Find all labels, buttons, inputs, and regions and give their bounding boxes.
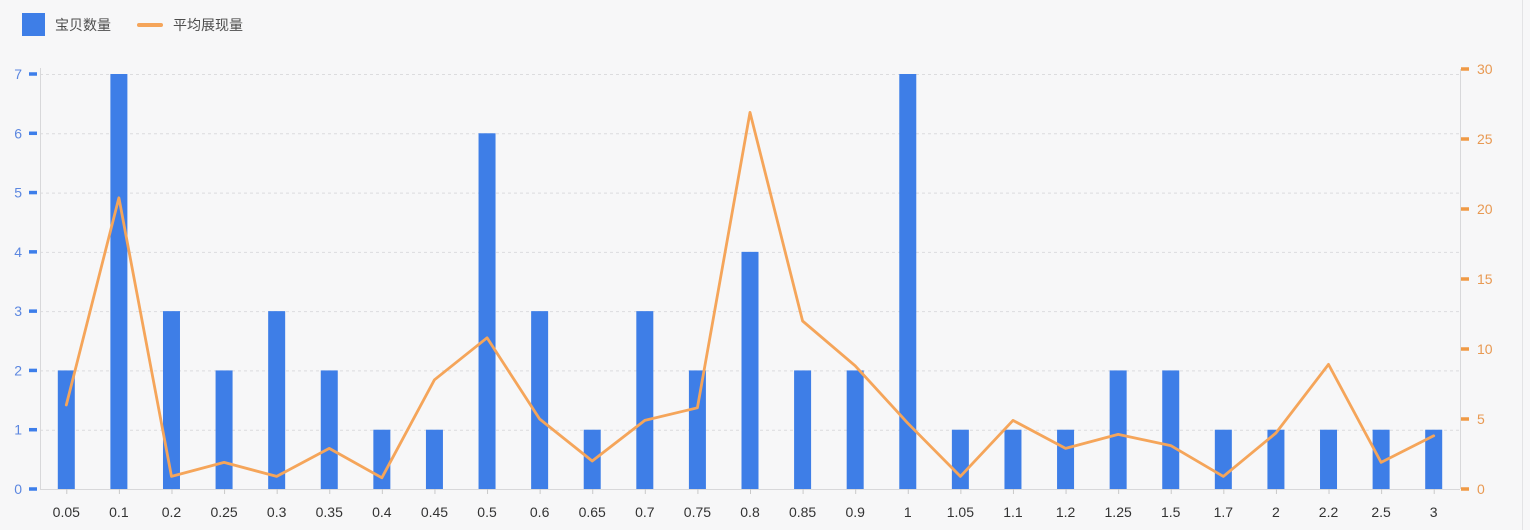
legend-label-bar-series: 宝贝数量 — [55, 16, 111, 33]
bar[interactable] — [1162, 370, 1180, 489]
x-axis-tick-label: 0.05 — [53, 504, 80, 520]
bar[interactable] — [425, 429, 443, 489]
x-axis-tick-label: 0.2 — [162, 504, 182, 520]
left-axis-tick-label: 6 — [14, 125, 22, 141]
left-axis-tick — [29, 72, 37, 76]
bar[interactable] — [215, 370, 233, 489]
right-axis-tick-label: 0 — [1477, 481, 1485, 497]
right-axis-tick — [1461, 67, 1469, 71]
left-axis-tick-label: 3 — [14, 303, 22, 319]
x-axis-tick-label: 1.25 — [1105, 504, 1132, 520]
right-axis-tick-label: 25 — [1477, 131, 1493, 147]
left-axis-tick — [29, 250, 37, 254]
x-axis-tick-label: 0.35 — [316, 504, 343, 520]
x-axis-tick-label: 2.5 — [1371, 504, 1391, 520]
bar[interactable] — [478, 133, 496, 490]
legend-item-line-series[interactable]: 平均展现量 — [137, 15, 243, 35]
left-axis-tick — [29, 131, 37, 136]
x-axis-tick-label: 1.2 — [1056, 504, 1076, 520]
x-axis-tick-label: 0.6 — [530, 504, 550, 520]
x-axis-tick-label: 1.5 — [1161, 504, 1181, 520]
bar-series-swatch-icon — [22, 13, 45, 36]
right-axis-tick-label: 30 — [1477, 61, 1493, 77]
x-axis-tick-label: 0.45 — [421, 504, 448, 520]
bar[interactable] — [1425, 429, 1443, 489]
left-axis-tick-label: 4 — [14, 244, 22, 260]
left-axis-tick-label: 7 — [14, 66, 22, 82]
left-axis-tick — [29, 487, 37, 491]
bar[interactable] — [846, 370, 864, 489]
right-axis-tick — [1461, 487, 1469, 491]
x-axis-tick-label: 0.1 — [109, 504, 129, 520]
left-axis-tick-label: 2 — [14, 362, 22, 378]
bar[interactable] — [531, 311, 549, 489]
bar[interactable] — [1004, 429, 1022, 489]
left-axis-tick-label: 1 — [14, 422, 22, 438]
x-axis-tick-label: 0.25 — [210, 504, 237, 520]
bar[interactable] — [688, 370, 706, 489]
left-axis-tick-label: 0 — [14, 481, 22, 497]
x-axis-tick-label: 3 — [1430, 504, 1438, 520]
right-axis-tick-label: 20 — [1477, 201, 1493, 217]
bar[interactable] — [1214, 429, 1232, 489]
x-axis-tick-label: 2 — [1272, 504, 1280, 520]
bar[interactable] — [741, 251, 759, 489]
x-axis-tick-label: 1 — [904, 504, 912, 520]
x-axis-tick-label: 2.2 — [1319, 504, 1339, 520]
chart-legend: 宝贝数量 平均展现量 — [22, 13, 243, 36]
x-axis-tick-label: 1.05 — [947, 504, 974, 520]
bar[interactable] — [636, 311, 654, 489]
bar[interactable] — [268, 311, 286, 489]
line-series[interactable] — [64, 111, 1436, 480]
left-axis-tick — [29, 309, 37, 313]
legend-item-bar-series[interactable]: 宝贝数量 — [22, 13, 111, 36]
bar[interactable] — [110, 74, 128, 489]
right-axis-tick-label: 5 — [1477, 411, 1485, 427]
left-axis-tick-label: 5 — [14, 185, 22, 201]
x-axis-tick-label: 0.8 — [740, 504, 760, 520]
right-axis-tick — [1461, 207, 1469, 211]
right-axis-tick — [1461, 417, 1469, 421]
right-axis-tick — [1461, 347, 1469, 351]
bar[interactable] — [1109, 370, 1127, 489]
x-axis-tick-label: 0.7 — [635, 504, 655, 520]
panel-divider — [1522, 0, 1523, 530]
x-axis-tick-label: 0.5 — [477, 504, 497, 520]
x-axis-tick-label: 0.3 — [267, 504, 287, 520]
bar[interactable] — [1267, 429, 1285, 489]
bar[interactable] — [1057, 429, 1075, 489]
right-axis-tick — [1461, 137, 1469, 141]
bar[interactable] — [1320, 429, 1338, 489]
left-axis-tick — [29, 190, 37, 195]
bar[interactable] — [951, 429, 969, 489]
bar[interactable] — [320, 370, 338, 489]
bar[interactable] — [57, 370, 75, 489]
x-axis-tick-label: 1.1 — [1003, 504, 1023, 520]
line-series-swatch-icon — [137, 22, 163, 27]
x-axis-tick-label: 1.7 — [1214, 504, 1234, 520]
bar[interactable] — [794, 370, 812, 489]
left-axis-tick — [29, 427, 37, 432]
x-axis-tick-label: 0.65 — [579, 504, 606, 520]
x-axis-tick-label: 0.4 — [372, 504, 392, 520]
x-axis-tick-label: 0.75 — [684, 504, 711, 520]
legend-label-line-series: 平均展现量 — [173, 16, 243, 33]
x-axis-tick-label: 0.85 — [789, 504, 816, 520]
right-axis-tick-label: 10 — [1477, 341, 1493, 357]
bar[interactable] — [1372, 429, 1390, 489]
x-axis-tick-label: 0.9 — [845, 504, 865, 520]
bar[interactable] — [162, 311, 180, 489]
right-axis-tick-label: 15 — [1477, 271, 1493, 287]
bar[interactable] — [373, 429, 391, 489]
bar[interactable] — [899, 74, 917, 489]
left-axis-tick — [29, 368, 37, 373]
right-axis-tick — [1461, 277, 1469, 281]
